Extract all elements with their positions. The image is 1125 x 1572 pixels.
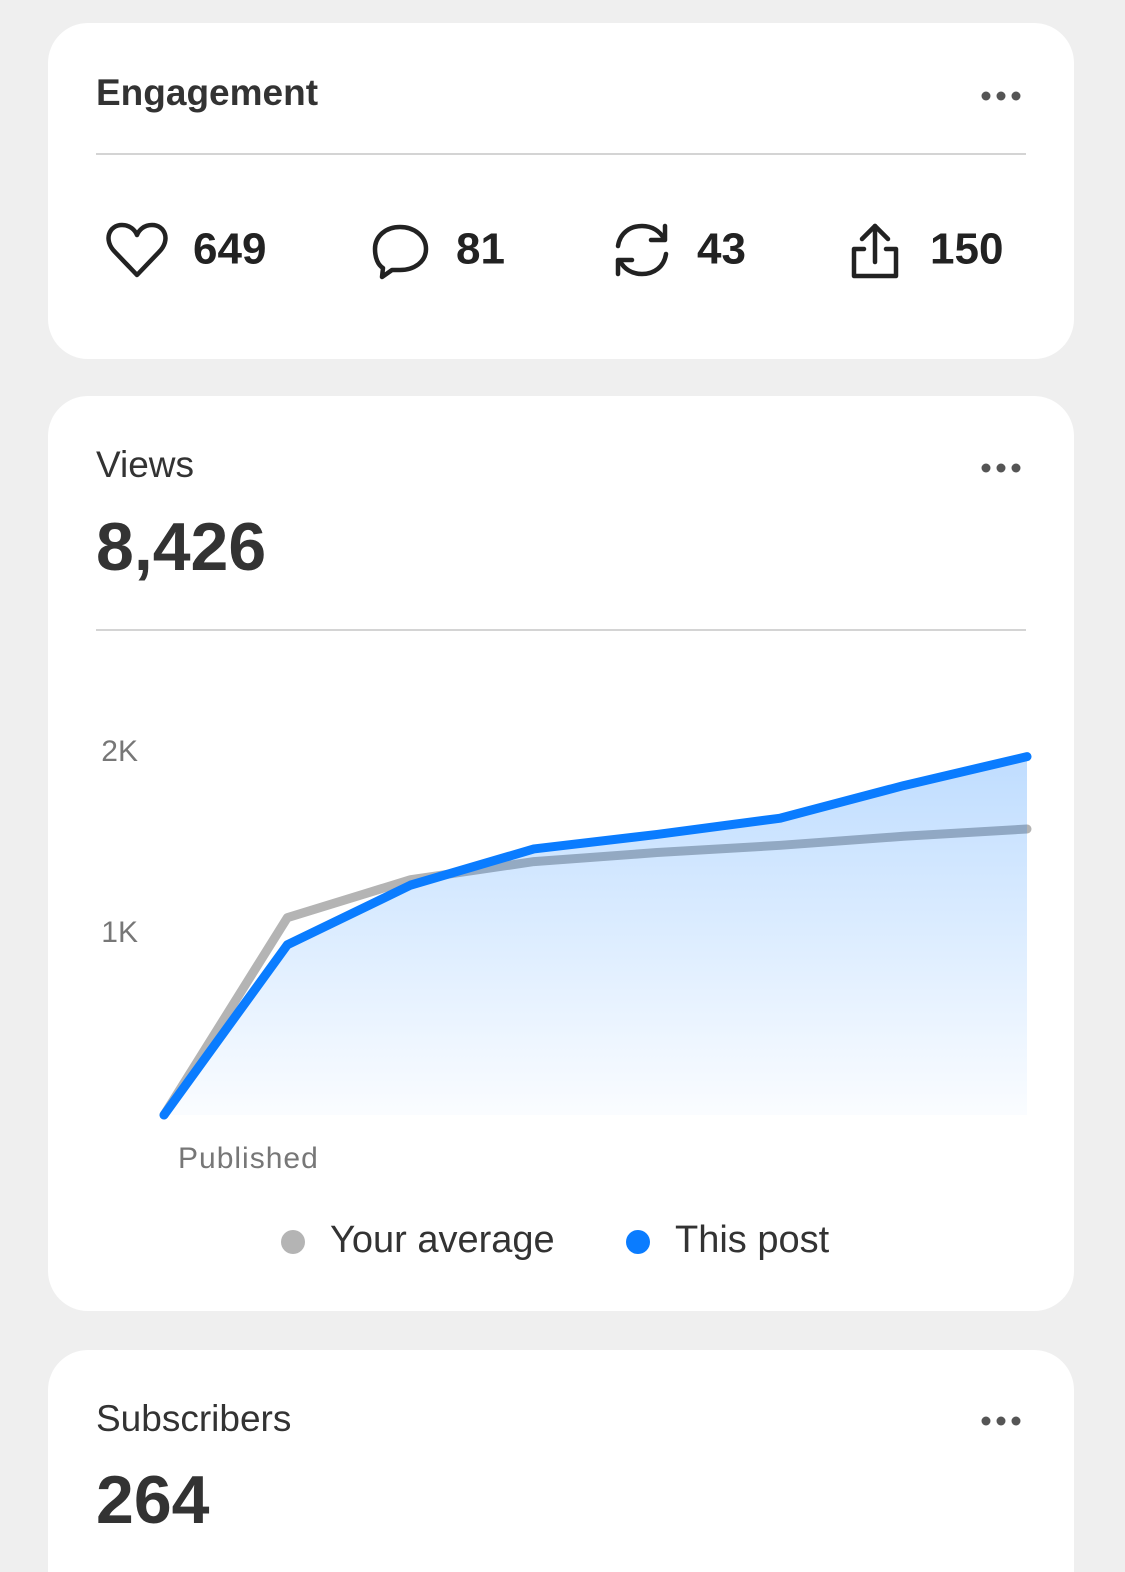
legend-marker [626,1230,650,1254]
y-tick-label: 2K [101,735,138,768]
share-count: 150 [930,225,1003,274]
like-icon [106,222,168,278]
subscribers-card [48,1350,1074,1572]
repost-icon [615,223,669,277]
more-button[interactable] [981,91,1021,101]
share-icon [851,223,899,279]
legend-label: This post [675,1219,830,1261]
repost-count: 43 [697,225,746,274]
legend-label: Your average [330,1219,555,1261]
legend-marker [281,1230,305,1254]
views-chart: 1K 2K Published Your average This post [101,735,1032,1261]
views-total: 8,426 [96,509,266,585]
card-title: Views [96,444,194,485]
engagement-card [48,23,1074,359]
subscribers-total: 264 [96,1462,210,1538]
comment-icon [372,224,429,280]
y-tick-label: 1K [101,916,138,949]
card-title: Subscribers [96,1398,291,1439]
x-tick-label: Published [178,1142,319,1175]
card-title: Engagement [96,72,318,113]
line [159,752,1032,1120]
like-count: 649 [193,225,266,274]
more-button[interactable] [981,463,1021,473]
comment-count: 81 [456,225,505,274]
more-button[interactable] [981,1416,1021,1426]
area [164,756,1027,1115]
